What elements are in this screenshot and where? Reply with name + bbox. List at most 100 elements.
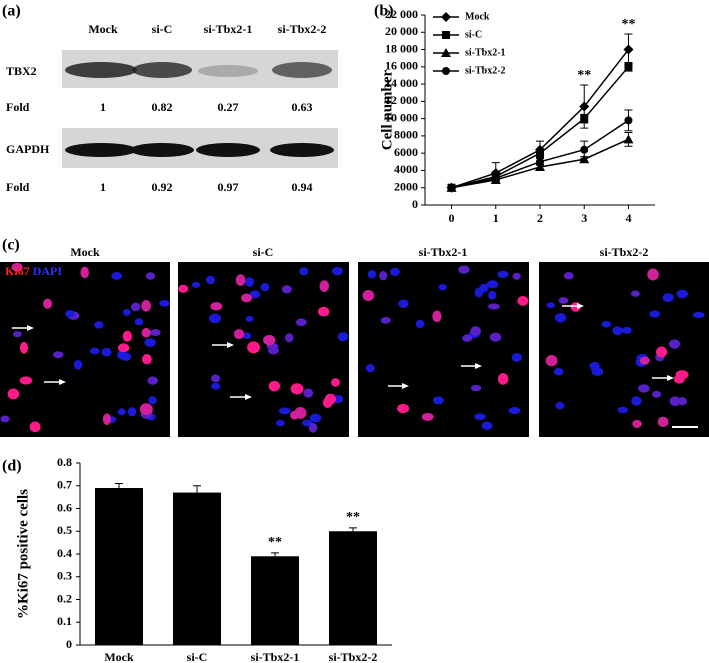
nucleus [512,272,521,280]
nucleus [438,283,447,291]
y-tick-label: 6000 [394,145,418,159]
marker [441,12,451,22]
nucleus [149,328,161,336]
nucleus [676,289,688,299]
nucleus [290,383,304,395]
nucleus [337,332,349,342]
y-tick-label: 14 000 [385,76,418,90]
nucleus [317,306,330,317]
nucleus [290,410,299,420]
nucleus [144,338,156,347]
nucleus [303,388,314,398]
nucleus [331,266,343,276]
nucleus [89,347,100,355]
nucleus [159,300,170,307]
nucleus [662,293,674,302]
arrow-head [245,394,252,400]
nucleus [331,378,340,387]
nucleus [675,370,689,380]
fold-label: Fold [6,100,30,114]
marker [441,48,451,57]
y-tick-label: 0 [66,637,72,651]
nucleus [7,388,20,400]
nucleus [398,299,409,309]
significance: ** [577,68,591,83]
nucleus [563,272,574,280]
nucleus [11,262,23,272]
nucleus [630,290,640,297]
nucleus [209,313,221,324]
nucleus [13,330,22,338]
nucleus [489,332,502,342]
nucleus [134,318,144,326]
bar [173,492,221,645]
error-bar [193,485,201,493]
nucleus [120,352,132,361]
nucleus [481,421,493,430]
y-tick-label: 20 000 [385,24,418,38]
x-tick-label: si-Tbx2-2 [329,650,378,663]
y-tick-label: 8000 [394,128,418,142]
nucleus [235,274,246,286]
nucleus [621,326,632,334]
band [270,143,334,157]
band [272,62,332,78]
nucleus [486,280,499,289]
column-label: si-Tbx2-2 [278,22,327,36]
nucleus [249,290,261,299]
nucleus [558,297,569,304]
marker [536,149,544,158]
nucleus [322,397,333,409]
nucleus [141,300,152,312]
nucleus [247,341,260,354]
nucleus [365,364,375,373]
nucleus [511,352,522,362]
band [198,65,258,77]
y-axis-label: %Ki67 positive cells [15,489,31,619]
nucleus [647,268,659,281]
y-tick-label: 2000 [394,179,418,193]
nucleus [488,303,500,310]
y-tick-label: 0.4 [57,546,72,560]
fold-value: 0.92 [152,180,173,194]
nucleus [211,382,221,390]
image-title: Mock [70,245,100,259]
arrow-head [27,325,34,331]
column-label: Mock [88,22,118,36]
nucleus [362,289,375,302]
bar [95,488,143,645]
arrow-head [227,342,234,348]
marker [442,67,450,75]
y-tick-label: 0 [412,197,418,211]
nucleus [122,308,131,316]
x-tick-label: si-Tbx2-1 [251,650,300,663]
y-tick-label: 0.5 [57,523,72,537]
nucleus [127,407,137,417]
nucleus [245,315,254,322]
nucleus [276,419,285,427]
error-bar [271,552,279,557]
nucleus [241,293,253,303]
x-tick-label: si-C [187,650,208,663]
fold-value: 1 [100,100,106,114]
band [132,62,192,78]
nucleus [678,397,687,406]
marker [580,114,589,123]
marker [535,162,545,171]
nucleus [191,281,201,288]
nucleus [488,290,497,300]
stain-dapi: DAPI [33,264,63,278]
arrow-head [475,363,482,369]
marker [536,157,544,166]
nucleus [102,413,111,425]
band [65,143,137,157]
nucleus [554,312,567,323]
nucleus [52,351,64,359]
arrow-head [402,383,409,389]
marker [447,183,456,192]
row-label: TBX2 [6,64,37,78]
nucleus [555,402,565,410]
nucleus [432,396,444,405]
fold-value: 0.94 [292,180,313,194]
